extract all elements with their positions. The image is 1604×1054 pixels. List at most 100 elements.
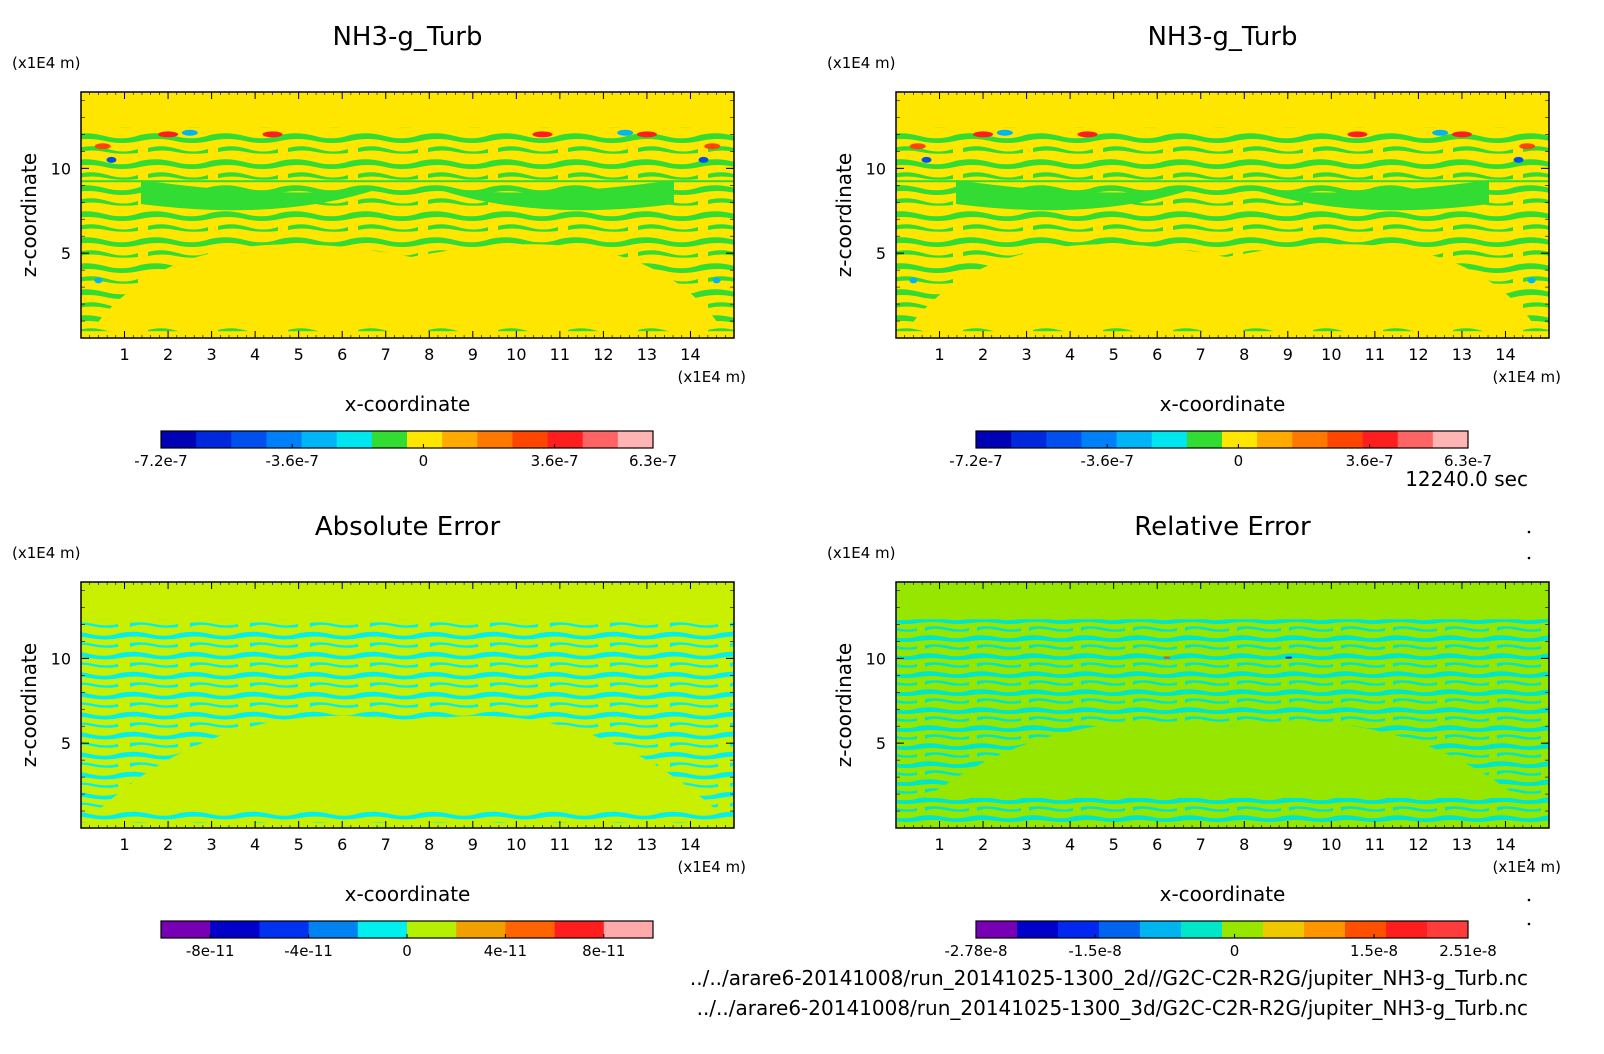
x-tick-label: 10 [1321,835,1341,854]
x-tick-label: 7 [1196,835,1206,854]
x-tick-label: 4 [250,345,260,364]
colorbar-swatch [210,921,260,938]
plot-frame [80,581,735,829]
colorbar-swatch [547,431,584,448]
edge-dot [1527,858,1531,862]
edge-dot [1527,898,1531,902]
colorbar-swatch [1257,431,1293,448]
x-tick-label: 11 [1365,835,1385,854]
x-tick-label: 11 [550,835,570,854]
field-hotspot [712,277,721,284]
x-tick-label: 13 [1452,345,1472,364]
colorbar-swatch [1397,431,1434,448]
colorbar-label: -7.2e-7 [134,452,187,470]
field-hotspot [1163,656,1170,659]
colorbar-swatch [336,431,373,448]
plot-area [81,582,734,828]
x-tick-label: 10 [506,835,526,854]
chart-title: Absolute Error [315,512,501,542]
y-unit-label: (x1E4 m) [12,54,81,72]
y-unit-label: (x1E4 m) [827,544,896,562]
edge-dot [1527,530,1531,534]
x-tick-label: 12 [593,345,613,364]
colorbar-label: -2.78e-8 [945,942,1008,960]
x-tick-label: 1 [934,345,944,364]
lower-core-region [926,721,1519,798]
x-tick-label: 5 [294,345,304,364]
x-axis-label: x-coordinate [1160,882,1286,906]
field-hotspot [158,131,179,138]
colorbar-swatch [161,921,211,938]
x-tick-label: 1 [934,835,944,854]
x-tick-label: 14 [1495,345,1515,364]
colorbar-swatch [1327,431,1363,448]
field-hotspot [704,143,721,150]
field-hotspot [1347,131,1368,138]
colorbar: -2.78e-8 -1.5e-8 0 1.5e-8 2.51e-8 [945,920,1497,960]
x-tick-label: 1 [119,345,129,364]
field-hotspot [636,131,657,138]
colorbar-swatch [1099,921,1141,938]
x-unit-label: (x1E4 m) [677,858,746,876]
x-tick-label: 7 [381,835,391,854]
x-tick-label: 9 [1283,835,1293,854]
field-hotspot [617,129,634,136]
colorbar-label: 6.3e-7 [629,452,677,470]
x-unit-label: (x1E4 m) [677,368,746,386]
colorbar-swatch [554,921,605,938]
field-hotspot [1285,656,1292,659]
y-axis-label: z-coordinate [832,153,856,277]
colorbar-swatch [231,431,267,448]
y-tick-label: 5 [61,244,71,263]
field-hotspot [532,131,553,138]
field-hotspot [181,129,198,136]
x-tick-label: 5 [1109,835,1119,854]
colorbar-swatch [505,921,555,938]
x-tick-label: 3 [1022,835,1032,854]
x-tick-label: 13 [637,345,657,364]
colorbar-label: 0 [419,452,429,470]
colorbar-swatch [477,431,513,448]
y-axis-label: z-coordinate [17,153,41,277]
plot-area [896,92,1549,338]
y-tick-label: 5 [61,734,71,753]
x-tick-label: 5 [294,835,304,854]
colorbar-swatch [1304,921,1346,938]
colorbar-swatch [1345,921,1387,938]
colorbar-swatch [976,921,1018,938]
field-hotspot [1527,277,1536,284]
x-tick-label: 2 [978,835,988,854]
x-tick-label: 6 [337,835,347,854]
right-band [1249,180,1489,211]
field-hotspot [106,156,117,163]
colorbar-label: 4e-11 [484,942,527,960]
x-tick-label: 3 [1022,345,1032,364]
x-tick-label: 7 [381,345,391,364]
x-tick-label: 8 [424,345,434,364]
colorbar-swatch [301,431,338,448]
colorbar-swatch [1386,921,1428,938]
x-tick-label: 9 [468,835,478,854]
y-axis-label: z-coordinate [832,643,856,767]
colorbar-frame [975,430,1469,449]
x-tick-label: 4 [1065,345,1075,364]
field-hotspot [1077,131,1098,138]
colorbar-swatch [1222,921,1264,938]
colorbar-swatch [1116,431,1153,448]
colorbar-swatch [1186,431,1223,448]
colorbar-swatch [976,431,1012,448]
x-tick-label: 9 [1283,345,1293,364]
plot-frame [895,91,1550,339]
y-tick-label: 5 [876,244,886,263]
y-axis-label: z-coordinate [17,643,41,767]
footer-path-1: ../../arare6-20141008/run_20141025-1300_… [690,966,1528,990]
colorbar-swatch [1222,431,1258,448]
x-tick-label: 11 [550,345,570,364]
plot-area [896,582,1549,828]
y-tick-label: 10 [51,649,71,668]
x-tick-label: 14 [680,345,700,364]
